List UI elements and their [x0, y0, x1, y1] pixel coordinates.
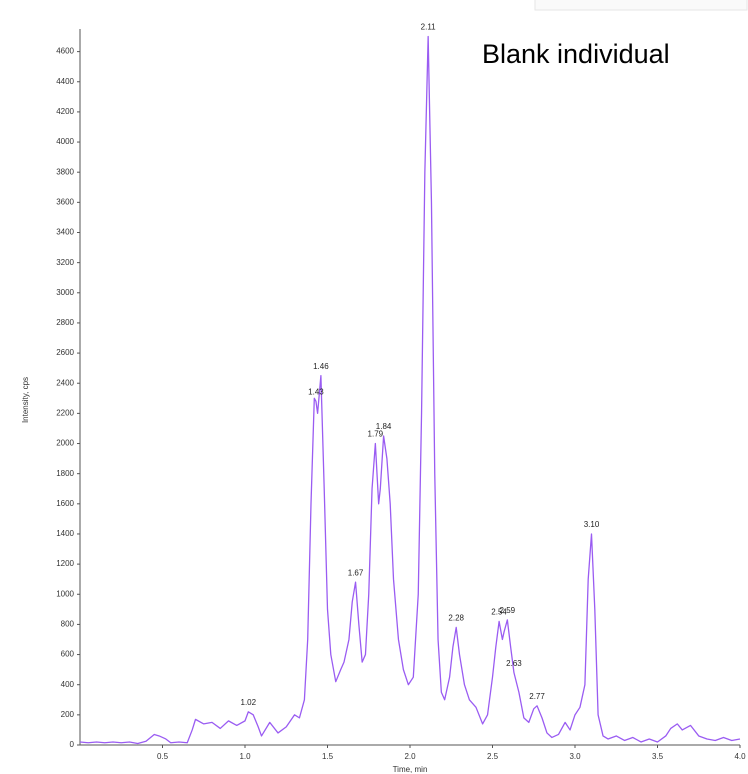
peak-label: 1.02: [241, 698, 257, 707]
x-tick-label: 3.5: [652, 752, 664, 761]
peak-label: 2.54: [491, 608, 507, 617]
y-tick-label: 0: [70, 740, 75, 749]
peak-label: 2.28: [448, 614, 464, 623]
peak-label: 2.59: [500, 606, 516, 615]
y-tick-label: 3000: [56, 288, 74, 297]
chart-title: Blank individual: [482, 39, 670, 69]
y-tick-label: 2800: [56, 318, 74, 327]
x-axis-label: Time, min: [393, 765, 428, 774]
x-tick-label: 1.5: [322, 752, 334, 761]
peak-label: 2.77: [529, 692, 545, 701]
y-tick-label: 200: [61, 710, 75, 719]
y-tick-label: 4200: [56, 107, 74, 116]
y-tick-label: 3400: [56, 228, 74, 237]
y-tick-label: 4600: [56, 47, 74, 56]
y-tick-label: 1200: [56, 559, 74, 568]
x-tick-label: 2.0: [404, 752, 416, 761]
x-tick-label: 0.5: [157, 752, 169, 761]
peak-label: 1.46: [313, 362, 329, 371]
y-tick-label: 3600: [56, 197, 74, 206]
peak-label: 2.63: [506, 659, 522, 668]
peak-label: 2.11: [421, 23, 437, 32]
window-edge: [534, 0, 748, 11]
y-tick-label: 4400: [56, 77, 74, 86]
peak-label: 1.67: [348, 568, 364, 577]
y-tick-label: 800: [61, 620, 75, 629]
peak-label: 1.79: [368, 430, 384, 439]
y-tick-label: 1800: [56, 469, 74, 478]
x-tick-label: 4.0: [734, 752, 746, 761]
x-tick-label: 1.0: [239, 752, 251, 761]
y-tick-label: 400: [61, 680, 75, 689]
y-tick-label: 4000: [56, 137, 74, 146]
trace: [79, 35, 741, 745]
y-tick-label: 600: [61, 650, 75, 659]
y-tick-label: 1600: [56, 499, 74, 508]
y-tick-label: 3800: [56, 167, 74, 176]
peak-label: 1.43: [308, 387, 324, 396]
y-tick-label: 2600: [56, 348, 74, 357]
peak-label: 3.10: [584, 520, 600, 529]
y-tick-label: 2000: [56, 439, 74, 448]
peak-label: 1.84: [376, 422, 392, 431]
y-tick-label: 2200: [56, 408, 74, 417]
x-tick-label: 2.5: [487, 752, 499, 761]
y-tick-label: 1400: [56, 529, 74, 538]
y-tick-label: 1000: [56, 589, 74, 598]
y-tick-label: 2400: [56, 378, 74, 387]
y-tick-label: 3200: [56, 258, 74, 267]
x-tick-label: 3.0: [569, 752, 581, 761]
y-axis-label: Intensity, cps: [21, 377, 30, 423]
